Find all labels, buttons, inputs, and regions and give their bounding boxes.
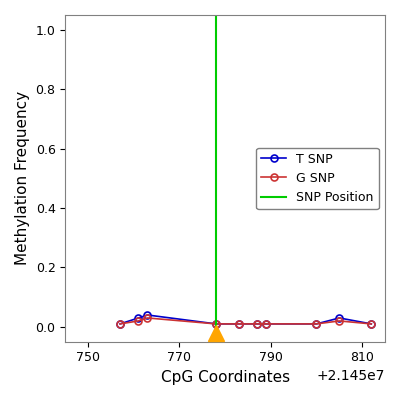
T SNP bbox=[118, 322, 122, 326]
G SNP bbox=[369, 322, 374, 326]
Line: T SNP: T SNP bbox=[117, 312, 375, 327]
T SNP bbox=[145, 312, 150, 317]
Line: G SNP: G SNP bbox=[117, 314, 375, 327]
G SNP bbox=[264, 322, 269, 326]
T SNP bbox=[314, 322, 319, 326]
G SNP bbox=[118, 322, 122, 326]
G SNP bbox=[255, 322, 260, 326]
T SNP bbox=[337, 316, 342, 320]
G SNP bbox=[337, 318, 342, 323]
G SNP bbox=[136, 318, 141, 323]
G SNP bbox=[214, 322, 218, 326]
T SNP bbox=[214, 322, 218, 326]
X-axis label: CpG Coordinates: CpG Coordinates bbox=[160, 370, 290, 385]
G SNP bbox=[314, 322, 319, 326]
G SNP bbox=[145, 316, 150, 320]
Legend: T SNP, G SNP, SNP Position: T SNP, G SNP, SNP Position bbox=[256, 148, 379, 209]
T SNP bbox=[369, 322, 374, 326]
T SNP bbox=[255, 322, 260, 326]
T SNP bbox=[136, 316, 141, 320]
T SNP bbox=[264, 322, 269, 326]
Y-axis label: Methylation Frequency: Methylation Frequency bbox=[15, 91, 30, 266]
T SNP bbox=[236, 322, 241, 326]
G SNP bbox=[236, 322, 241, 326]
